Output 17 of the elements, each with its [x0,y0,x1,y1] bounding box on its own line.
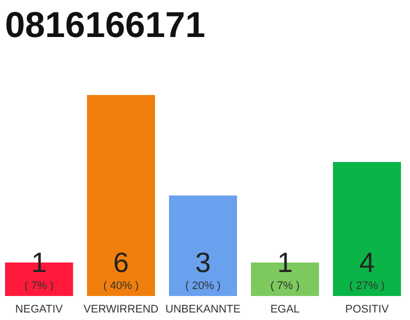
data-label: 3 [195,247,211,278]
bar [168,196,238,296]
data-label: 4 [359,247,375,278]
x-tick-label: NEGATIV [15,304,64,316]
annotation: ( 7% ) [24,280,54,292]
annotation: ( 40% ) [103,280,139,292]
x-tick-label: UNBEKANNTE [165,304,241,316]
x-tick-label: EGAL [270,304,300,316]
annotation: ( 7% ) [270,280,300,292]
data-label: 6 [113,247,129,278]
bar [332,162,401,296]
annotation: ( 20% ) [185,280,221,292]
chart-title: 0816166171 [5,4,206,45]
bar [86,95,156,296]
x-tick-label: POSITIV [345,304,390,316]
annotation: ( 27% ) [349,280,385,292]
x-tick-label: VERWIRREND [84,304,159,316]
